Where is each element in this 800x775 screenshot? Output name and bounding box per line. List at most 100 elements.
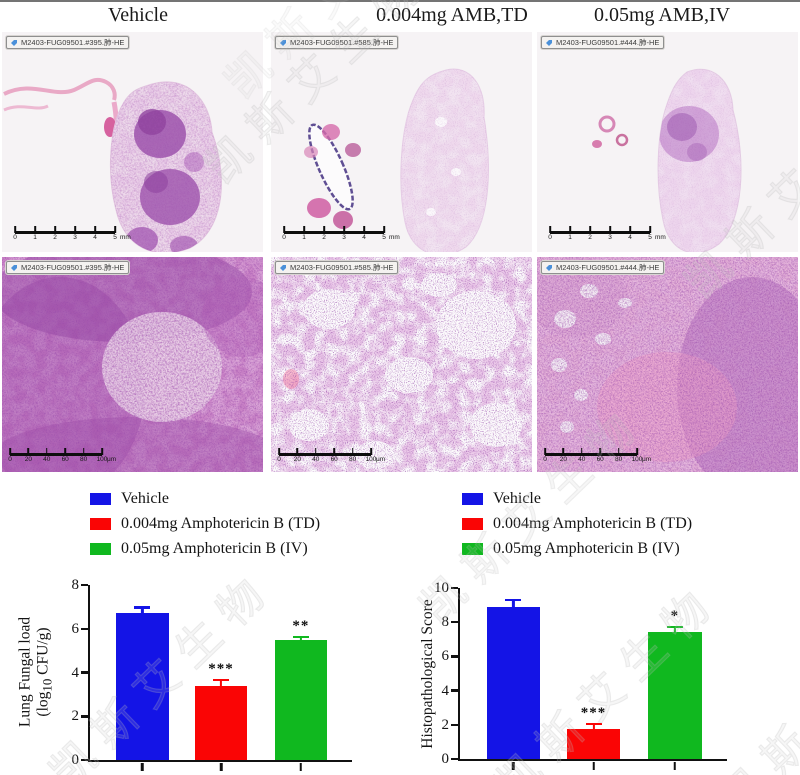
scale-bar-line — [15, 231, 115, 234]
x-axis-tick — [673, 762, 677, 770]
scale-bar-tick-label: 0 — [13, 234, 17, 241]
legend-swatch — [462, 543, 483, 555]
slide-tag: M2403-FUG09501.#395.肺-HE — [6, 261, 130, 274]
lung-tissue-image — [2, 257, 263, 472]
scale-bar-mm: 0 1 2 3 4 5 mm — [548, 225, 666, 243]
tag-icon — [546, 39, 552, 46]
y-axis-tick-label: 8 — [71, 577, 80, 593]
scale-bar-unit: μm — [107, 456, 117, 463]
scale-bar-tick-label: 1 — [302, 234, 306, 241]
error-bar-cap — [585, 722, 602, 725]
scale-bar-tick-label: 20 — [559, 456, 568, 463]
scale-bar-tick — [323, 226, 325, 233]
scale-bar-tick — [383, 226, 385, 233]
scale-bar-tick — [34, 226, 36, 233]
scale-bar-tick — [64, 448, 66, 455]
histology-panel-highmag-amb-iv: M2403-FUG09501.#444.肺-HE 0 20 40 60 80 100 μm — [537, 257, 798, 472]
legend-swatch — [462, 518, 483, 530]
error-bar-whisker — [512, 599, 515, 607]
scale-bar-tick — [74, 226, 76, 233]
legend-swatch — [90, 543, 111, 555]
tag-icon — [11, 39, 17, 46]
scale-bar-tick — [101, 448, 103, 455]
legend-item: Vehicle — [462, 490, 692, 507]
scale-bar-tick-label: 20 — [24, 456, 33, 463]
tag-icon — [11, 264, 17, 271]
scale-bar-tick-label: 40 — [578, 456, 586, 463]
scale-bar-line — [284, 231, 384, 234]
column-title-amb-iv: 0.05mg AMB,IV — [593, 4, 731, 26]
scale-bar-tick — [114, 226, 116, 233]
tag-icon — [546, 264, 552, 271]
scale-bar-tick-label: 0 — [543, 456, 547, 463]
y-axis-tick-label: 8 — [441, 614, 450, 631]
y-axis-label: Lung Fungal load (log10 CFU/g) — [16, 616, 55, 728]
scale-bar-tick — [617, 448, 620, 455]
scale-bar-unit: mm — [389, 234, 400, 241]
error-bar-whisker — [673, 627, 677, 633]
scale-bar-tick — [569, 226, 571, 233]
scale-bar-tick-label: 40 — [43, 456, 51, 463]
scale-bar-tick — [315, 448, 317, 455]
scale-bar-tick-label: 80 — [348, 456, 357, 463]
bar-0-004mg-amphotericin-b-td- — [194, 685, 248, 760]
error-bar-cap — [292, 635, 309, 638]
bar-0-004mg-amphotericin-b-td- — [566, 729, 621, 759]
error-bar-cap — [505, 598, 522, 601]
scale-bar-um: 0 20 40 60 80 100 μm — [277, 447, 385, 465]
scale-bar-tick-label: 0 — [277, 456, 281, 463]
scale-bar-tick — [581, 448, 583, 455]
scale-bar-tick-label: 1 — [33, 234, 37, 241]
y-axis-tick — [450, 620, 458, 624]
error-bar-whisker — [219, 680, 223, 686]
plot-area: 0 2 4 6 8 *** ** — [72, 577, 352, 771]
y-axis-tick-label: 2 — [71, 708, 80, 725]
tag-icon — [280, 39, 286, 46]
scale-bar-tick — [82, 448, 85, 455]
error-bar-whisker — [141, 607, 144, 614]
y-axis-tick-label: 0 — [71, 752, 80, 768]
scale-bar-tick-label: 60 — [61, 456, 69, 463]
scale-bar-tick — [589, 226, 591, 233]
scale-bar-tick — [94, 226, 96, 233]
slide-tag: M2403-FUG09501.#444.肺-HE — [541, 261, 665, 274]
scale-bar-tick — [599, 448, 601, 455]
scale-bar-tick-label: 20 — [293, 456, 302, 463]
scale-bar-tick-label: 2 — [588, 234, 592, 241]
scale-bar-tick — [363, 226, 365, 233]
y-axis-tick — [450, 655, 458, 658]
legend-swatch — [90, 493, 111, 505]
histology-panel-lowmag-amb-iv: M2403-FUG09501.#444.肺-HE 0 1 2 3 4 5 mm — [537, 32, 798, 252]
scale-bar-line — [545, 453, 637, 456]
legend-label: Vehicle — [493, 490, 541, 507]
scale-bar-tick-label: 100 — [96, 456, 108, 463]
lung-tissue-image — [271, 257, 532, 472]
scale-bar-tick-label: 60 — [596, 456, 604, 463]
top-border-line — [0, 0, 800, 2]
scale-bar-tick-label: 100 — [365, 456, 377, 463]
plot-area: 0 2 4 6 8 10 *** * — [434, 580, 727, 770]
slide-tag-label: M2403-FUG09501.#444.肺-HE — [556, 263, 660, 272]
y-axis-tick — [450, 689, 458, 692]
legend-item: Vehicle — [90, 490, 320, 507]
scale-bar-tick-label: 0 — [282, 234, 286, 241]
scale-bar-tick-label: 2 — [53, 234, 57, 241]
y-axis-tick-label: 4 — [441, 682, 450, 699]
slide-tag-label: M2403-FUG09501.#395.肺-HE — [21, 38, 125, 47]
lung-section-image — [271, 32, 532, 252]
slide-tag: M2403-FUG09501.#585.肺-HE — [275, 36, 399, 49]
legend-label: 0.05mg Amphotericin B (IV) — [493, 540, 680, 557]
scale-bar-mm: 0 1 2 3 4 5 mm — [13, 225, 131, 243]
scale-bar-unit: μm — [376, 456, 386, 463]
legend-item: 0.05mg Amphotericin B (IV) — [462, 540, 692, 557]
slide-tag: M2403-FUG09501.#585.肺-HE — [275, 261, 399, 274]
histology-panel-highmag-vehicle: M2403-FUG09501.#395.肺-HE 0 20 40 60 80 100 μm — [2, 257, 263, 472]
scale-bar-tick — [343, 226, 345, 233]
slide-tag-label: M2403-FUG09501.#395.肺-HE — [21, 263, 125, 272]
legend-label: 0.05mg Amphotericin B (IV) — [121, 540, 308, 557]
scale-bar-tick — [544, 448, 546, 455]
scale-bar-tick — [54, 226, 56, 233]
y-axis-tick-label: 6 — [71, 620, 80, 637]
y-axis-tick — [450, 723, 458, 727]
